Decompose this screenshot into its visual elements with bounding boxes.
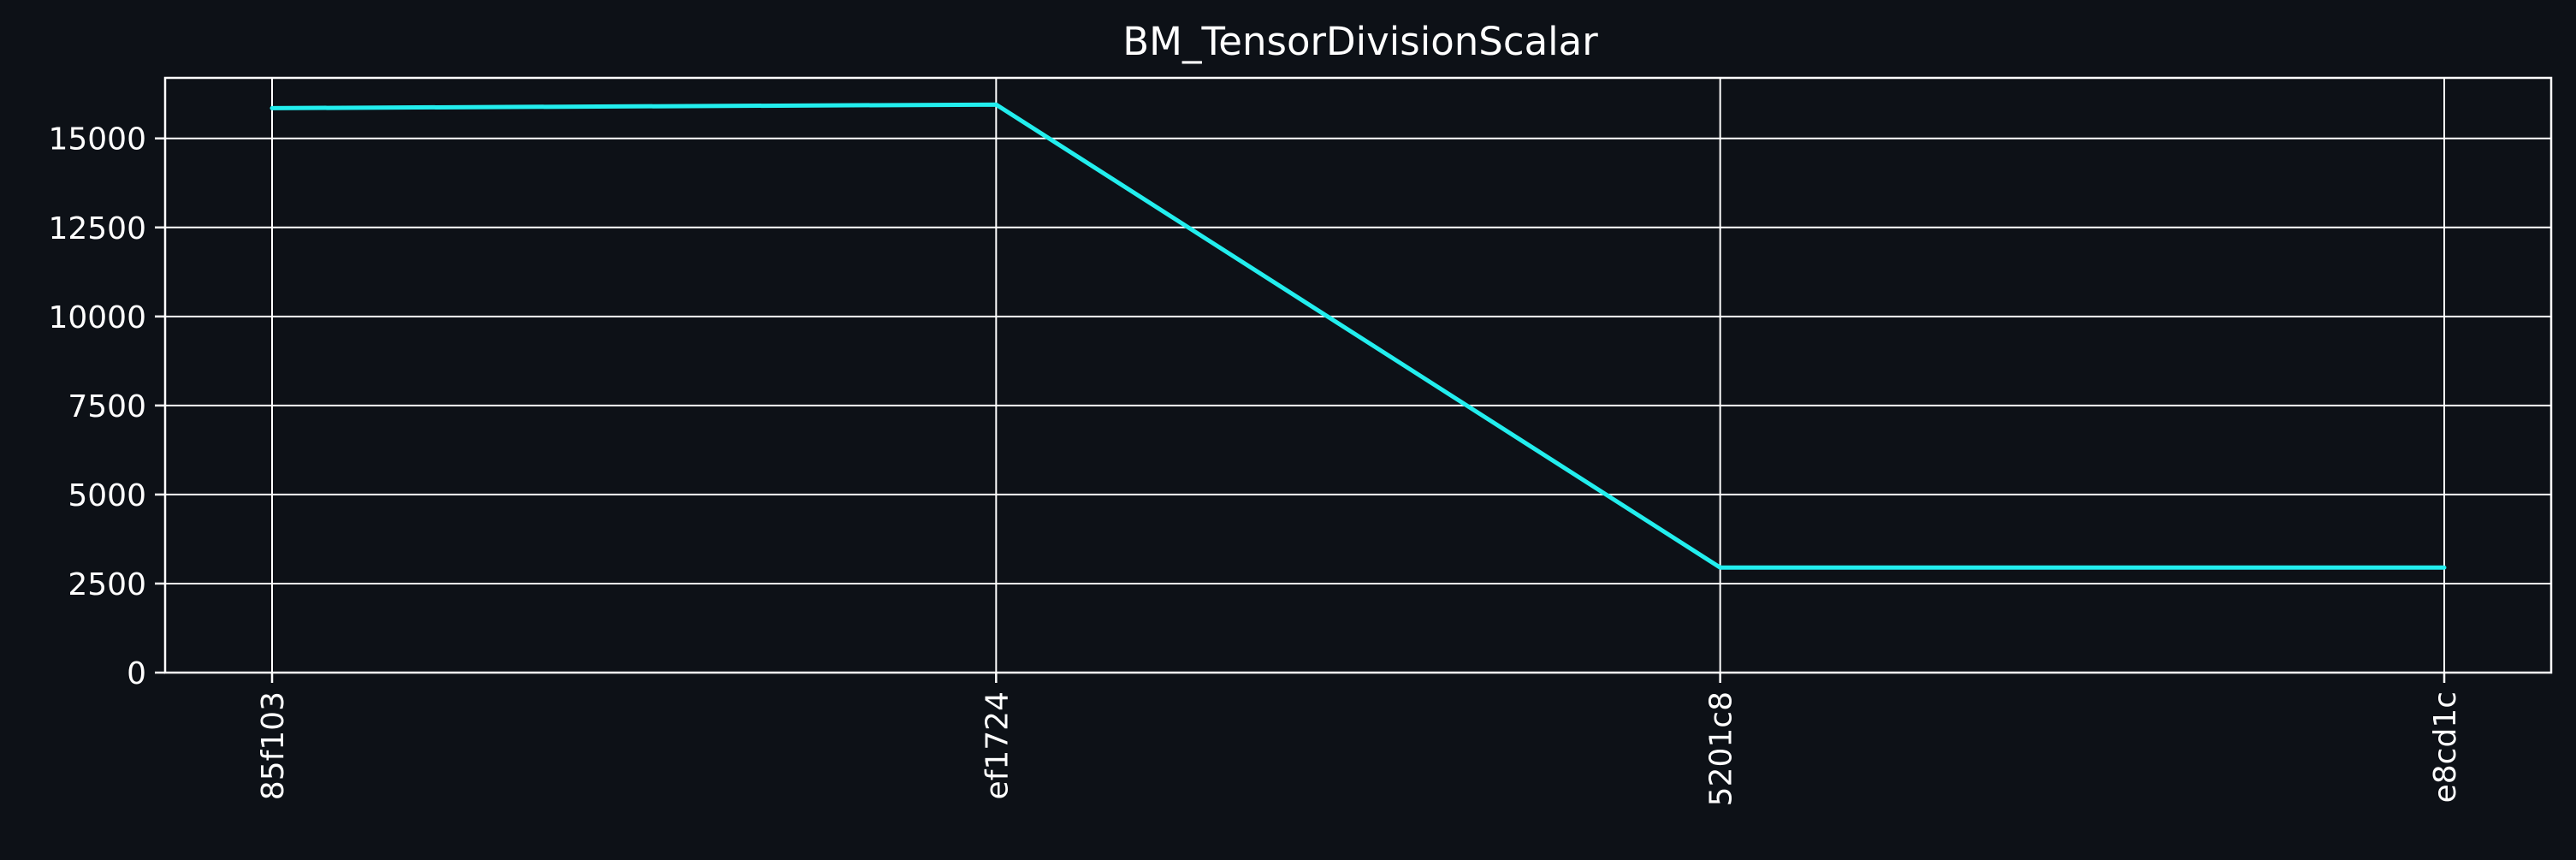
x-tick-label: e8cd1c <box>2428 691 2463 803</box>
y-tick-label: 15000 <box>48 122 146 157</box>
y-tick-label: 2500 <box>68 567 146 602</box>
y-axis: 0 2500 5000 7500 10000 12500 15000 <box>48 122 165 691</box>
y-tick-label: 0 <box>127 656 146 691</box>
grid-layer <box>165 78 2551 673</box>
series-layer <box>272 104 2444 567</box>
y-tick-label: 7500 <box>68 389 146 424</box>
x-tick-label: 5201c8 <box>1704 691 1739 806</box>
x-tick-label: ef1724 <box>980 691 1015 799</box>
y-tick-label: 12500 <box>48 211 146 246</box>
chart-title: BM_TensorDivisionScalar <box>1122 19 1598 64</box>
x-tick-label: 85f103 <box>256 691 291 800</box>
y-tick-label: 10000 <box>48 300 146 335</box>
series-line <box>272 104 2444 567</box>
x-axis: 85f103 ef1724 5201c8 e8cd1c <box>256 673 2463 806</box>
y-tick-label: 5000 <box>68 478 146 513</box>
